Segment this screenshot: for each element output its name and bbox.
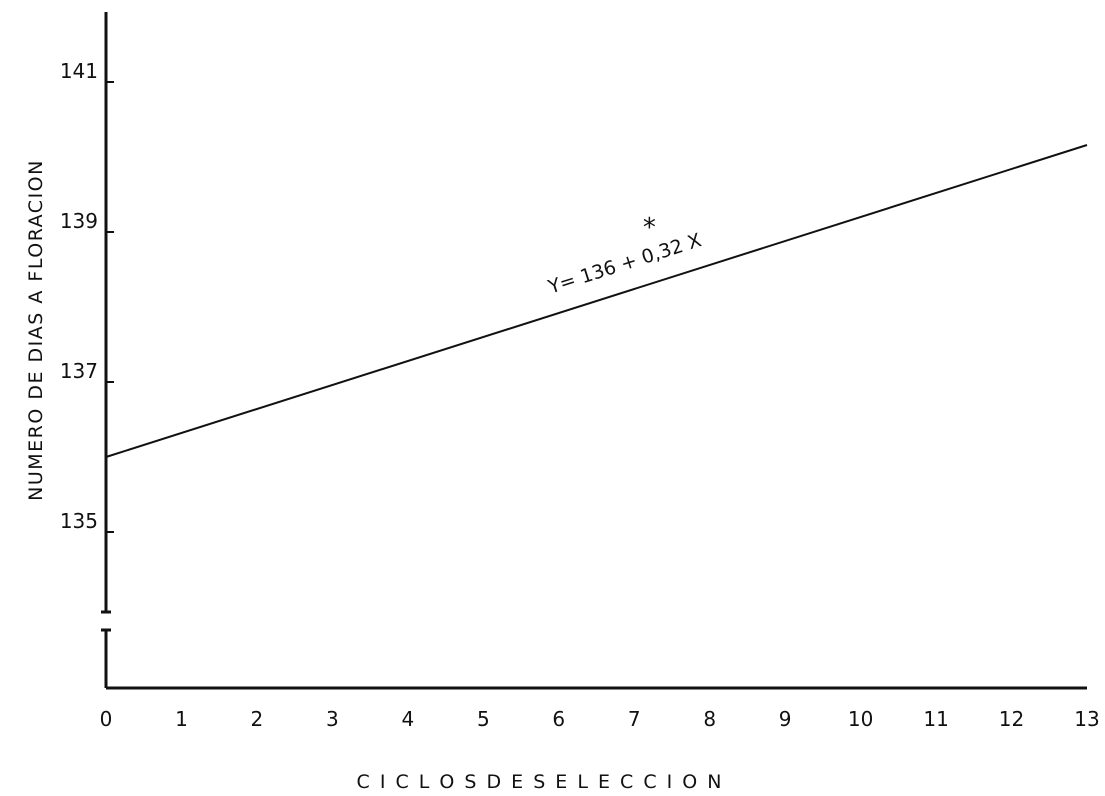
x-tick-label: 13 [1074, 707, 1099, 731]
x-axis-title: C I C L O S D E S E L E C C I O N [357, 771, 724, 793]
x-tick-label: 3 [326, 707, 339, 731]
x-tick-label: 7 [628, 707, 641, 731]
x-tick-label: 10 [848, 707, 873, 731]
x-tick-label: 9 [779, 707, 792, 731]
y-tick-label: 139 [60, 209, 98, 233]
x-tick-label: 2 [251, 707, 264, 731]
x-tick-label: 11 [923, 707, 948, 731]
regression-equation: Y= 136 + 0,32 X [545, 229, 704, 299]
x-tick-label: 5 [477, 707, 490, 731]
x-tick-label: 12 [999, 707, 1024, 731]
axes [101, 12, 1087, 690]
labels: Y= 136 + 0,32 X* C I C L O S D E S E L E … [25, 159, 724, 793]
x-tick-label: 4 [401, 707, 414, 731]
y-tick-label: 141 [60, 59, 98, 83]
regression-line [105, 144, 1088, 458]
x-tick-label: 6 [552, 707, 565, 731]
x-tick-label: 8 [703, 707, 716, 731]
y-tick-label: 137 [60, 359, 98, 383]
x-tick-label: 0 [100, 707, 113, 731]
series [105, 144, 1088, 458]
y-tick-label: 135 [60, 509, 98, 533]
x-tick-label: 1 [175, 707, 188, 731]
y-axis-title: NUMERO DE DIAS A FLORACION [25, 159, 47, 501]
significance-star: * [643, 213, 656, 243]
